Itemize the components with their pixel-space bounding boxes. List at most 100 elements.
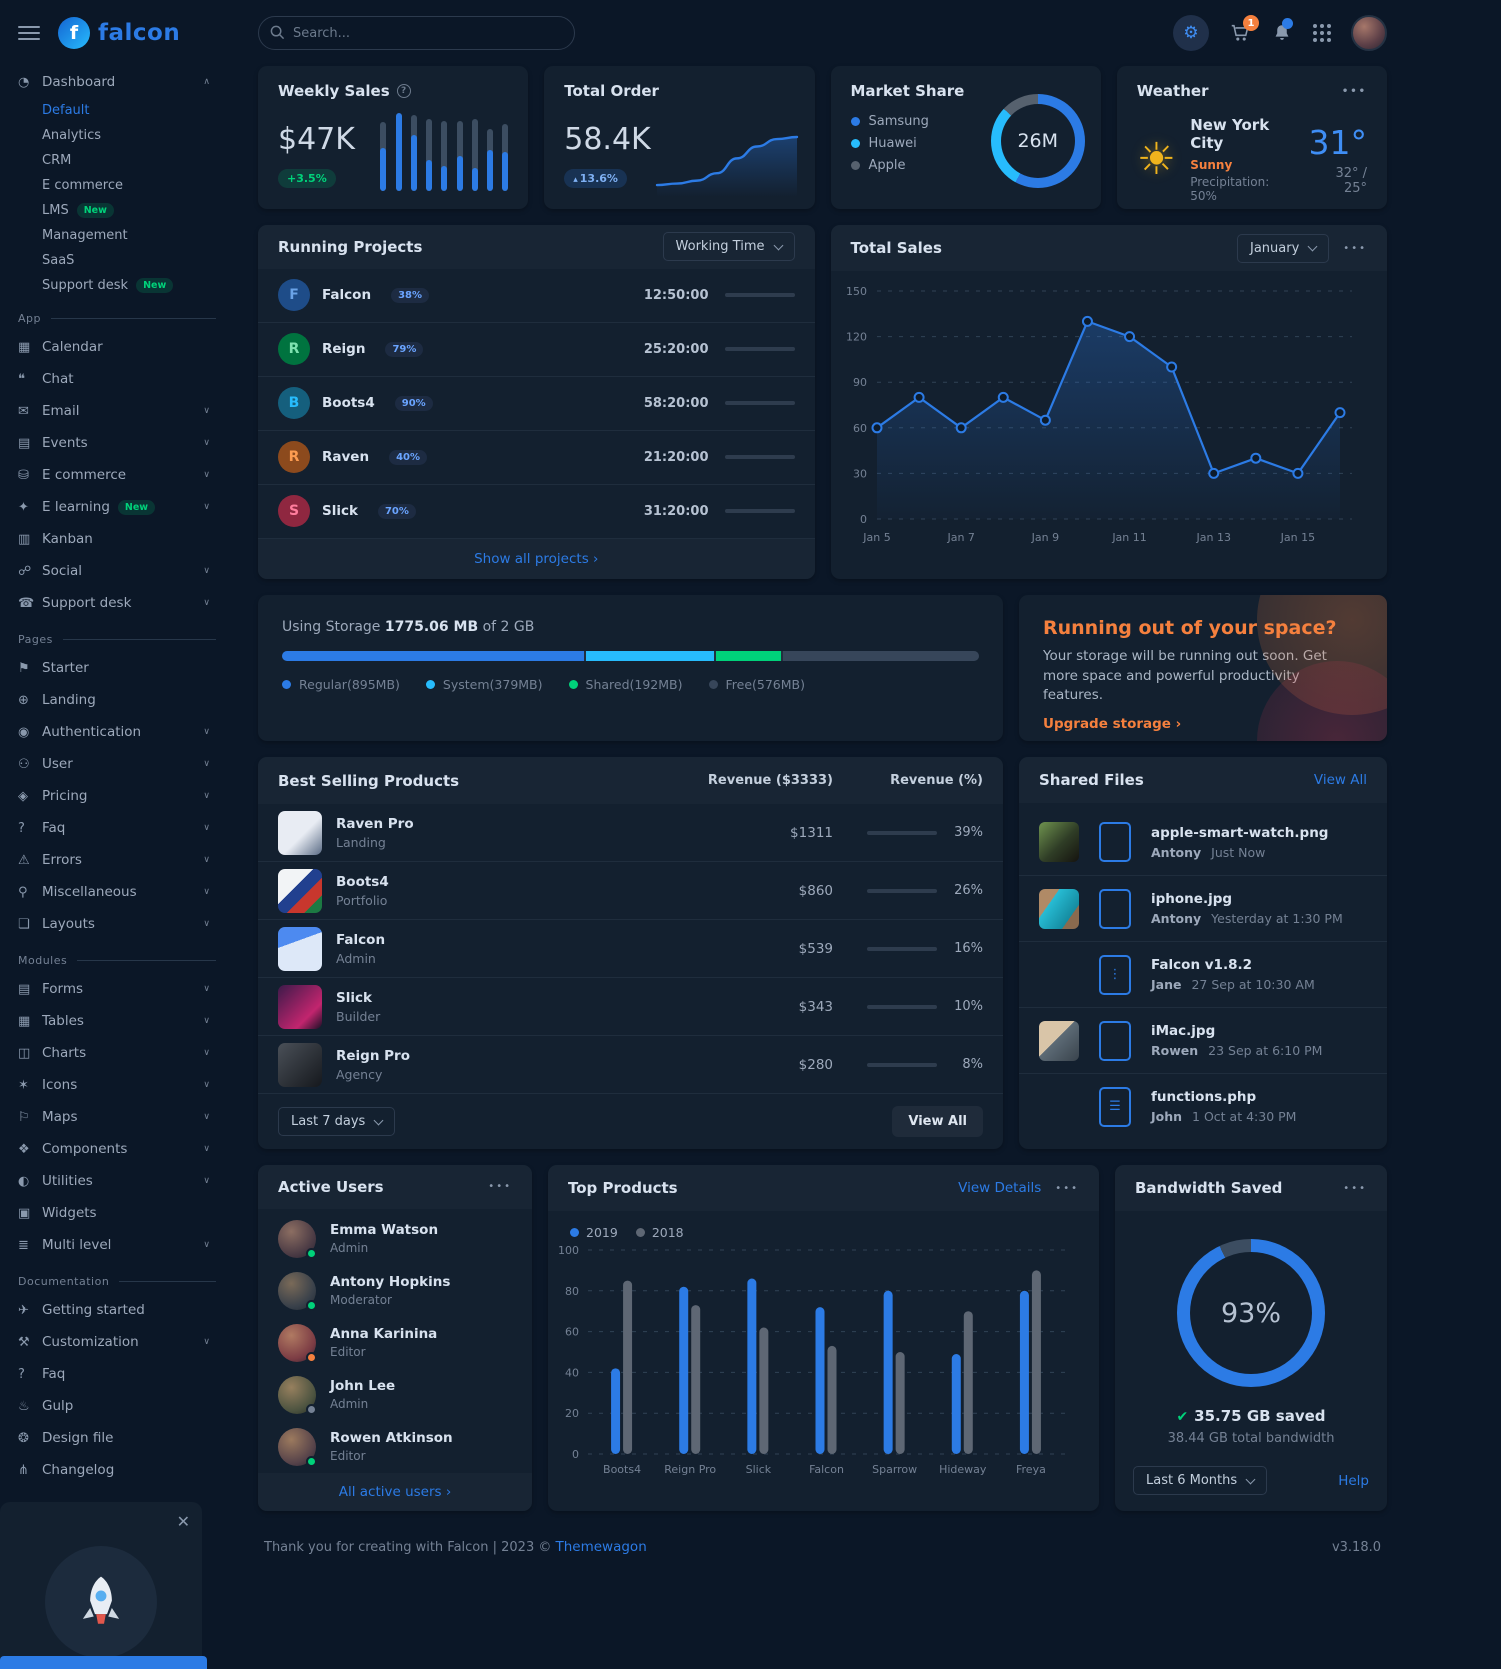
file-row: iMac.jpg Rowen 23 Sep at 6:10 PM [1019, 1007, 1387, 1073]
sidebar-item[interactable]: ⚑ Starter [18, 660, 89, 676]
sidebar-item[interactable]: ☎ Support desk ∨ [18, 587, 216, 619]
user-name[interactable]: Emma Watson [330, 1222, 439, 1239]
sidebar-subitem[interactable]: CRM [42, 153, 72, 168]
sidebar-subitem[interactable]: E commerce [42, 178, 123, 193]
sidebar-subitem[interactable]: SaaS [42, 253, 75, 268]
product-name[interactable]: Slick [336, 989, 372, 1006]
brand-logo[interactable]: f falcon [58, 17, 180, 49]
user-name[interactable]: Anna Karinina [330, 1326, 438, 1343]
svg-text:Jan 15: Jan 15 [1279, 531, 1314, 544]
sidebar-item[interactable]: ▤ Forms ∨ [18, 973, 216, 1005]
search-input[interactable] [258, 16, 575, 50]
file-name[interactable]: Falcon v1.8.2 [1151, 957, 1252, 973]
revenue-percent: 10% [954, 999, 983, 1015]
last-7-days-select[interactable]: Last 7 days [278, 1107, 396, 1137]
themewagon-link[interactable]: Themewagon [555, 1539, 647, 1555]
sidebar-item-icon: ⚑ [18, 660, 30, 676]
shopping-cart-icon[interactable]: 1 [1229, 15, 1259, 44]
file-name[interactable]: iMac.jpg [1151, 1023, 1216, 1039]
help-icon[interactable]: ? [396, 84, 411, 98]
sidebar-item[interactable]: ? Faq [18, 1366, 66, 1382]
svg-text:Freya: Freya [1016, 1463, 1046, 1476]
project-name[interactable]: Boots4 [322, 395, 375, 412]
sidebar-item[interactable]: ❝ Chat [18, 371, 74, 387]
more-menu-icon[interactable] [1343, 1183, 1367, 1194]
month-select[interactable]: January [1237, 233, 1330, 263]
sidebar-item[interactable]: ✉ Email ∨ [18, 395, 216, 427]
sidebar-subitem[interactable]: Management [42, 228, 128, 243]
sidebar-item[interactable]: ❂ Design file [18, 1430, 114, 1446]
total-order-sparkline [655, 135, 798, 197]
sidebar-subitem[interactable]: Analytics [42, 128, 102, 143]
show-all-projects-link[interactable]: Show all projects › [474, 550, 599, 567]
sidebar-item[interactable]: ◐ Utilities ∨ [18, 1165, 216, 1197]
svg-text:150: 150 [846, 285, 867, 298]
hamburger-menu-icon[interactable] [18, 26, 40, 40]
sidebar-item[interactable]: ⋔ Changelog [18, 1462, 115, 1478]
sidebar-item[interactable]: ◫ Charts ∨ [18, 1037, 216, 1069]
file-name[interactable]: iphone.jpg [1151, 891, 1233, 907]
sidebar-item[interactable]: ▦ Tables ∨ [18, 1005, 216, 1037]
more-menu-icon[interactable] [1343, 243, 1367, 254]
view-all-button[interactable]: View All [892, 1106, 983, 1138]
sidebar-item[interactable]: ⛁ E commerce ∨ [18, 459, 216, 491]
sidebar-item[interactable]: ◉ Authentication ∨ [18, 716, 216, 748]
sidebar-item[interactable]: ≣ Multi level ∨ [18, 1229, 216, 1261]
project-time: 21:20:00 [643, 449, 709, 465]
sidebar-item-dashboard[interactable]: ◔ Dashboard ∧ [18, 66, 216, 98]
user-name[interactable]: John Lee [330, 1378, 396, 1395]
sidebar-item[interactable]: ♨ Gulp [18, 1398, 74, 1414]
help-link[interactable]: Help [1338, 1472, 1369, 1489]
apps-grid-icon[interactable] [1313, 24, 1331, 42]
product-name[interactable]: Reign Pro [336, 1047, 410, 1064]
sidebar-item[interactable]: ⚒ Customization ∨ [18, 1326, 216, 1358]
product-name[interactable]: Falcon [336, 931, 386, 948]
user-avatar[interactable] [1351, 15, 1387, 51]
file-name[interactable]: functions.php [1151, 1089, 1257, 1105]
view-details-link[interactable]: View Details [958, 1180, 1042, 1196]
product-name[interactable]: Boots4 [336, 873, 389, 890]
sidebar-bottom-strip[interactable] [0, 1656, 207, 1669]
close-icon[interactable]: ✕ [176, 1512, 190, 1531]
sidebar-item[interactable]: ◈ Pricing ∨ [18, 780, 216, 812]
sidebar-item[interactable]: ✈ Getting started [18, 1302, 145, 1318]
sidebar-item[interactable]: ▦ Calendar [18, 339, 103, 355]
more-menu-icon[interactable] [1342, 86, 1367, 97]
user-name[interactable]: Rowen Atkinson [330, 1430, 453, 1447]
sidebar-item[interactable]: ✦ E learning New ∨ [18, 491, 216, 523]
project-name[interactable]: Raven [322, 449, 370, 466]
view-all-link[interactable]: View All [1313, 772, 1367, 788]
sidebar-item[interactable]: ☍ Social ∨ [18, 555, 216, 587]
user-name[interactable]: Antony Hopkins [330, 1274, 451, 1291]
sidebar-item[interactable]: ⚐ Maps ∨ [18, 1101, 216, 1133]
sidebar-item[interactable]: ⚲ Miscellaneous ∨ [18, 876, 216, 908]
sidebar-item[interactable]: ▥ Kanban [18, 531, 93, 547]
project-name[interactable]: Falcon [322, 287, 372, 304]
sidebar-item[interactable]: ? Faq ∨ [18, 812, 216, 844]
last-6-months-select[interactable]: Last 6 Months [1133, 1466, 1268, 1495]
project-avatar: F [278, 279, 310, 312]
file-name[interactable]: apple-smart-watch.png [1151, 824, 1329, 841]
project-name[interactable]: Reign [322, 341, 366, 358]
sidebar-item[interactable]: ❖ Components ∨ [18, 1133, 216, 1165]
sidebar-item[interactable]: ⚇ User ∨ [18, 748, 216, 780]
sidebar-item[interactable]: ▤ Events ∨ [18, 427, 216, 459]
sidebar-item[interactable]: ⚠ Errors ∨ [18, 844, 216, 876]
sidebar-subitem[interactable]: Support desk New [18, 273, 216, 298]
sidebar-subitem[interactable]: Default [42, 103, 90, 118]
all-active-users-link[interactable]: All active users › [338, 1483, 452, 1500]
product-name[interactable]: Raven Pro [336, 815, 414, 832]
upgrade-storage-link[interactable]: Upgrade storage › [1043, 715, 1182, 732]
more-menu-icon[interactable] [488, 1181, 512, 1192]
sidebar-item[interactable]: ▣ Widgets [18, 1205, 97, 1221]
status-dot [306, 1247, 317, 1259]
working-time-select[interactable]: Working Time [662, 232, 795, 262]
notifications-bell-icon[interactable] [1271, 18, 1293, 44]
project-name[interactable]: Slick [322, 503, 358, 520]
sidebar-item[interactable]: ⊕ Landing [18, 692, 96, 708]
sidebar-subitem[interactable]: LMS New [18, 198, 216, 223]
sidebar-item[interactable]: ❏ Layouts ∨ [18, 908, 216, 940]
sidebar-item[interactable]: ✶ Icons ∨ [18, 1069, 216, 1101]
more-menu-icon[interactable] [1055, 1183, 1079, 1194]
settings-gear-icon[interactable]: ⚙ [1173, 15, 1209, 51]
